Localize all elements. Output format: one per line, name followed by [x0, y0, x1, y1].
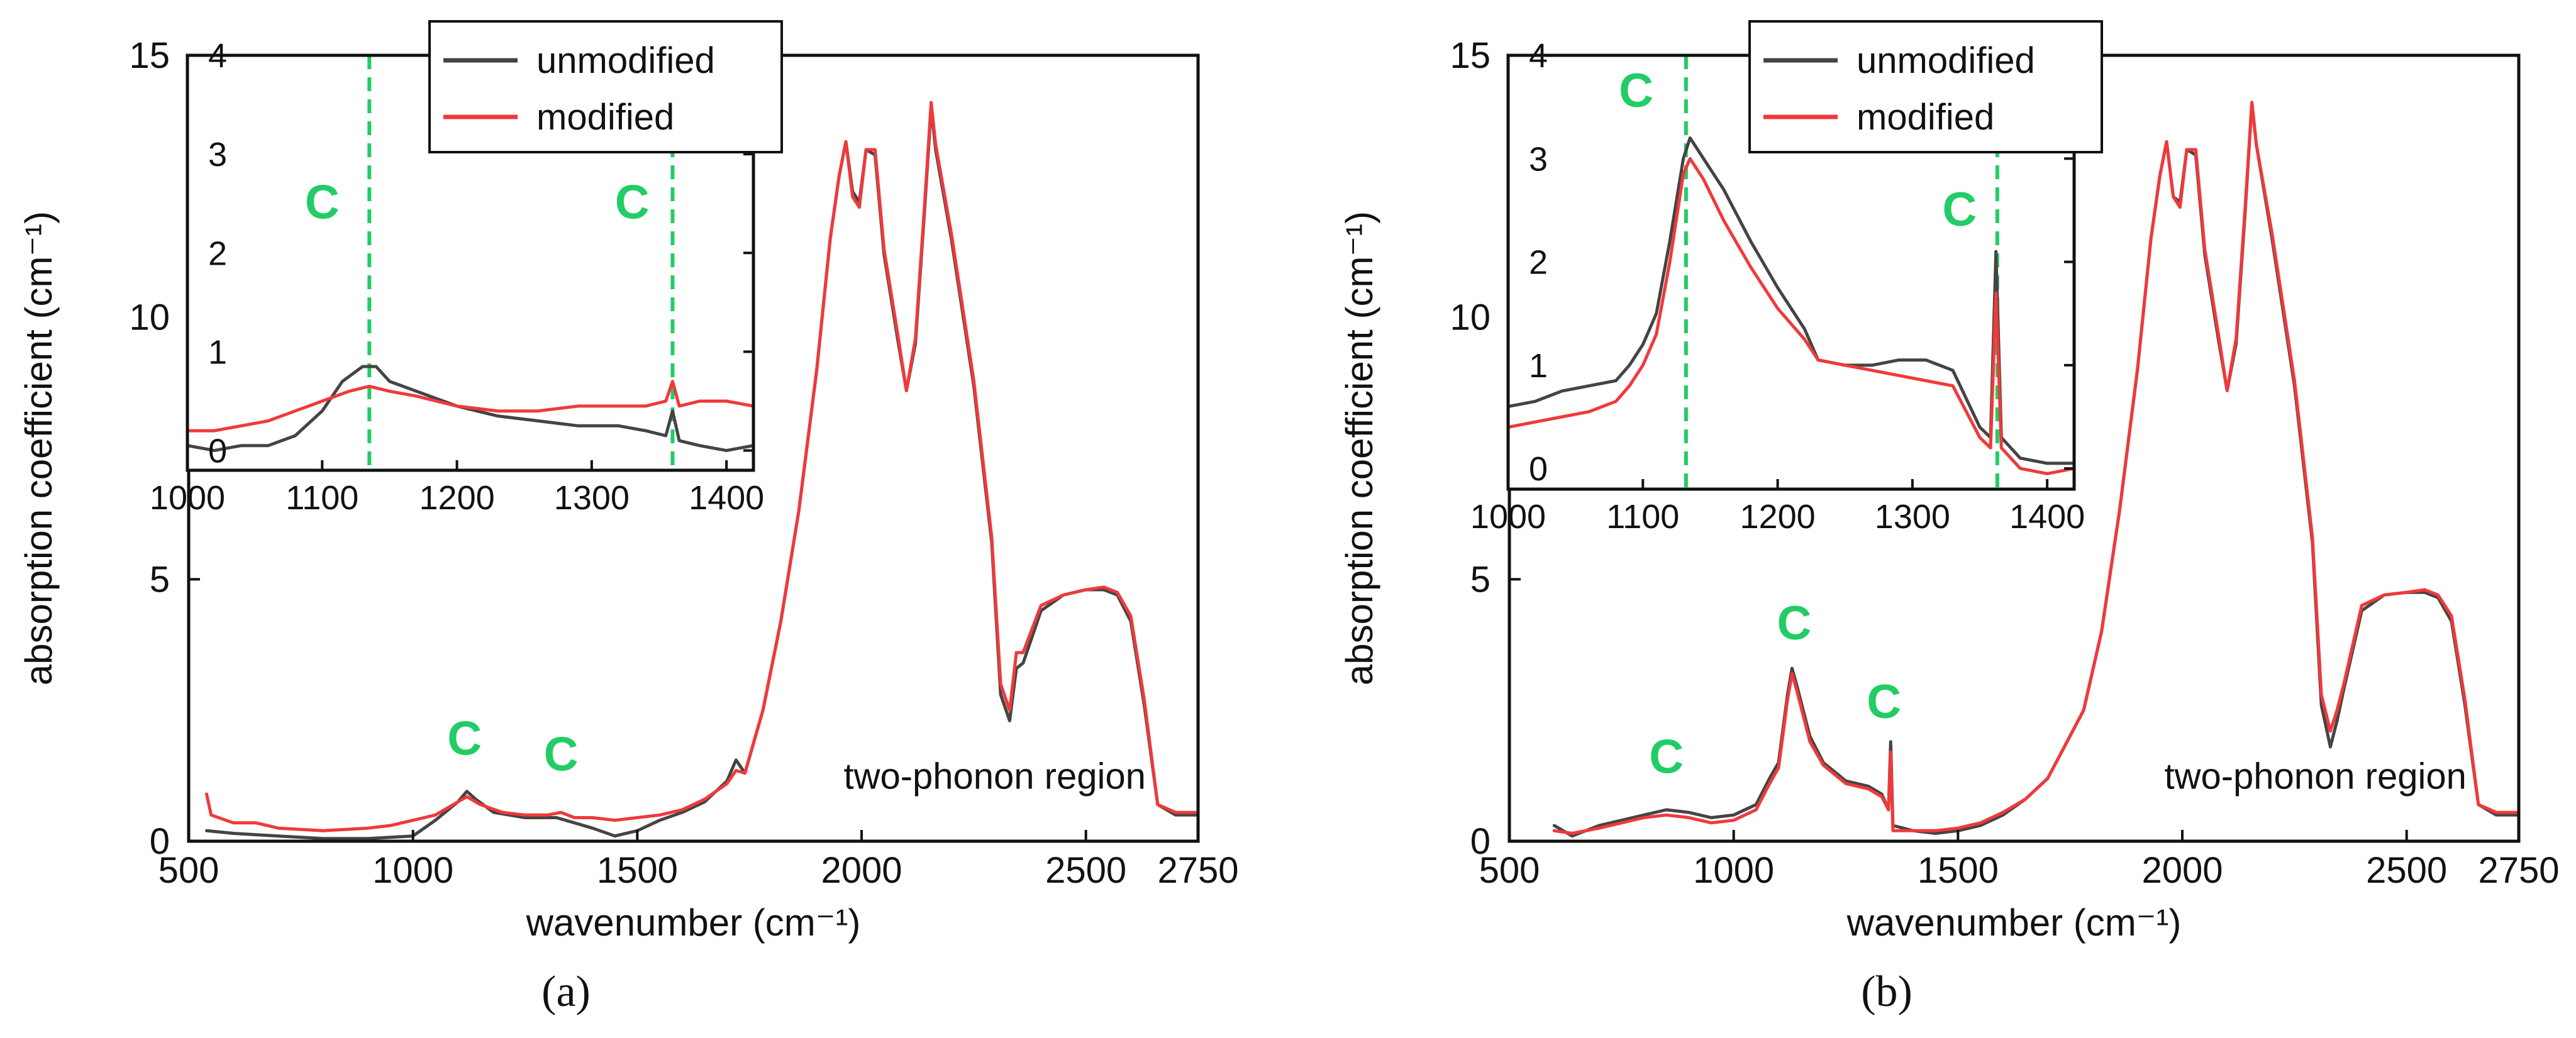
inset-x-tick-label: 1000 [1470, 498, 1546, 536]
inset-annotation-c: C [1942, 183, 1977, 236]
y-tick-label: 15 [1450, 35, 1491, 76]
y-axis-title: absorption coefficient (cm⁻¹) [18, 211, 60, 685]
series-line-modified [1552, 101, 2521, 835]
annotation-c: C [1777, 597, 1812, 650]
legend-label-modified: modified [536, 97, 674, 138]
inset-y-tick-label: 3 [1529, 140, 1548, 178]
x-axis-title: wavenumber (cm⁻¹) [1846, 902, 2182, 944]
y-tick-label: 5 [150, 559, 170, 600]
annotation-c: C [447, 712, 482, 766]
legend-label-unmodified: unmodified [536, 40, 715, 81]
legend-box [1748, 20, 2103, 153]
inset-annotation-c: C [1619, 64, 1653, 118]
series-line-modified [205, 101, 1200, 832]
y-tick-label: 0 [150, 821, 170, 862]
inset-y-tick-label: 1 [208, 333, 227, 371]
legend-label-unmodified: unmodified [1857, 40, 2035, 81]
x-tick-label: 2750 [1157, 850, 1238, 891]
y-tick-label: 15 [129, 35, 170, 76]
inset-series-line-modified [187, 380, 754, 433]
x-tick-label: 1000 [372, 850, 453, 891]
legend-box [428, 20, 783, 153]
inset-y-tick-label: 3 [208, 136, 227, 174]
inset-x-tick-label: 1300 [554, 479, 630, 517]
x-tick-label: 2500 [1045, 850, 1126, 891]
inset-x-tick-label: 1400 [689, 479, 764, 517]
x-tick-label: 2000 [821, 850, 902, 891]
x-axis-title: wavenumber (cm⁻¹) [526, 902, 861, 944]
x-tick-label: 1000 [1693, 850, 1774, 891]
inset-y-tick-label: 0 [1529, 450, 1548, 488]
panel-label: (a) [541, 968, 591, 1016]
legend: unmodified modified [428, 20, 783, 153]
x-tick-label: 1500 [597, 850, 678, 891]
y-tick-label: 10 [1450, 297, 1491, 338]
inset-series-line-modified [1507, 157, 2075, 475]
region-label: two-phonon region [2164, 756, 2466, 797]
x-tick-label: 500 [158, 850, 219, 891]
annotation-c: C [544, 728, 579, 781]
y-tick-label: 5 [1470, 559, 1491, 600]
y-axis-title: absorption coefficient (cm⁻¹) [1338, 211, 1380, 685]
inset-y-tick-label: 4 [208, 37, 227, 75]
inset-x-tick-label: 1200 [1740, 498, 1816, 536]
inset-x-tick-label: 1200 [419, 479, 495, 517]
x-tick-label: 2500 [2366, 850, 2447, 891]
region-label: two-phonon region [843, 756, 1145, 797]
x-tick-label: 2750 [2478, 850, 2559, 891]
x-tick-label: 2000 [2141, 850, 2223, 891]
inset-y-tick-label: 4 [1529, 37, 1548, 75]
annotation-c: C [1649, 731, 1684, 784]
inset-x-tick-label: 1100 [1606, 498, 1679, 536]
inset-x-tick-label: 1000 [150, 479, 225, 517]
inset-y-tick-label: 0 [208, 433, 227, 470]
inset-x-tick-label: 1100 [286, 479, 358, 517]
panel-label: (b) [1861, 968, 1913, 1016]
legend-label-modified: modified [1857, 97, 1994, 138]
panel-b: 500 1000 1500 2000 2500 2750051015wavenumber … [1338, 20, 2560, 1016]
annotation-c: C [1867, 675, 1901, 729]
y-tick-label: 10 [129, 297, 170, 338]
panel-a: 500 1000 1500 2000 2500 2750051015wavenumber … [18, 20, 1239, 1016]
y-tick-label: 0 [1470, 821, 1491, 862]
x-tick-label: 500 [1479, 850, 1540, 891]
inset-y-tick-label: 2 [1529, 244, 1548, 282]
inset-annotation-c: C [615, 175, 650, 229]
inset-y-tick-label: 2 [208, 235, 227, 272]
inset-x-tick-label: 1400 [2009, 498, 2085, 536]
inset-y-tick-label: 1 [1529, 347, 1548, 385]
x-tick-label: 1500 [1918, 850, 1999, 891]
inset-x-tick-label: 1300 [1875, 498, 1950, 536]
inset-annotation-c: C [305, 175, 340, 229]
legend: unmodified modified [1748, 20, 2103, 153]
